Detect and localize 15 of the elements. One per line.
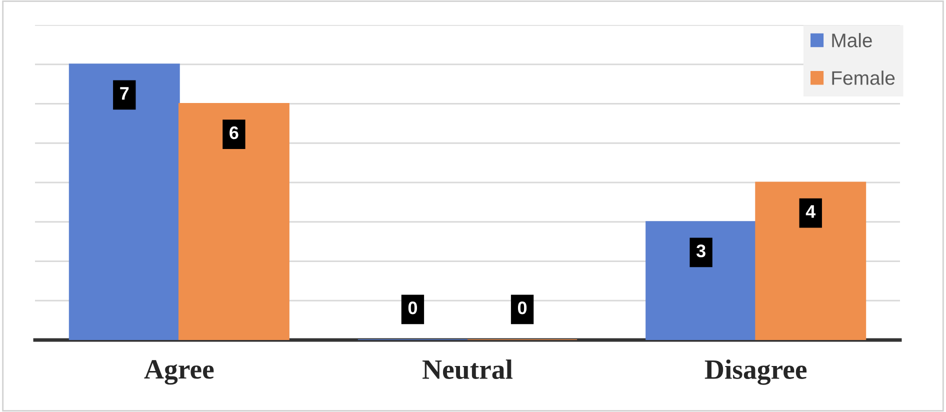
data-label: 4 [806,205,816,218]
data-label: 7 [120,87,129,100]
x-tick-label: Agree [144,360,214,385]
x-tick-label: Disagree [704,359,807,385]
legend-label: Male [832,33,872,48]
bar [68,64,180,340]
bar [178,103,290,340]
data-label: 0 [518,302,527,314]
data-label: 3 [696,244,706,258]
x-tick-label: Neutral [422,359,513,380]
legend-label: Female [832,70,895,85]
bar [646,221,757,340]
bar [755,182,866,340]
data-label: 6 [230,126,238,140]
data-label: 0 [408,302,417,314]
